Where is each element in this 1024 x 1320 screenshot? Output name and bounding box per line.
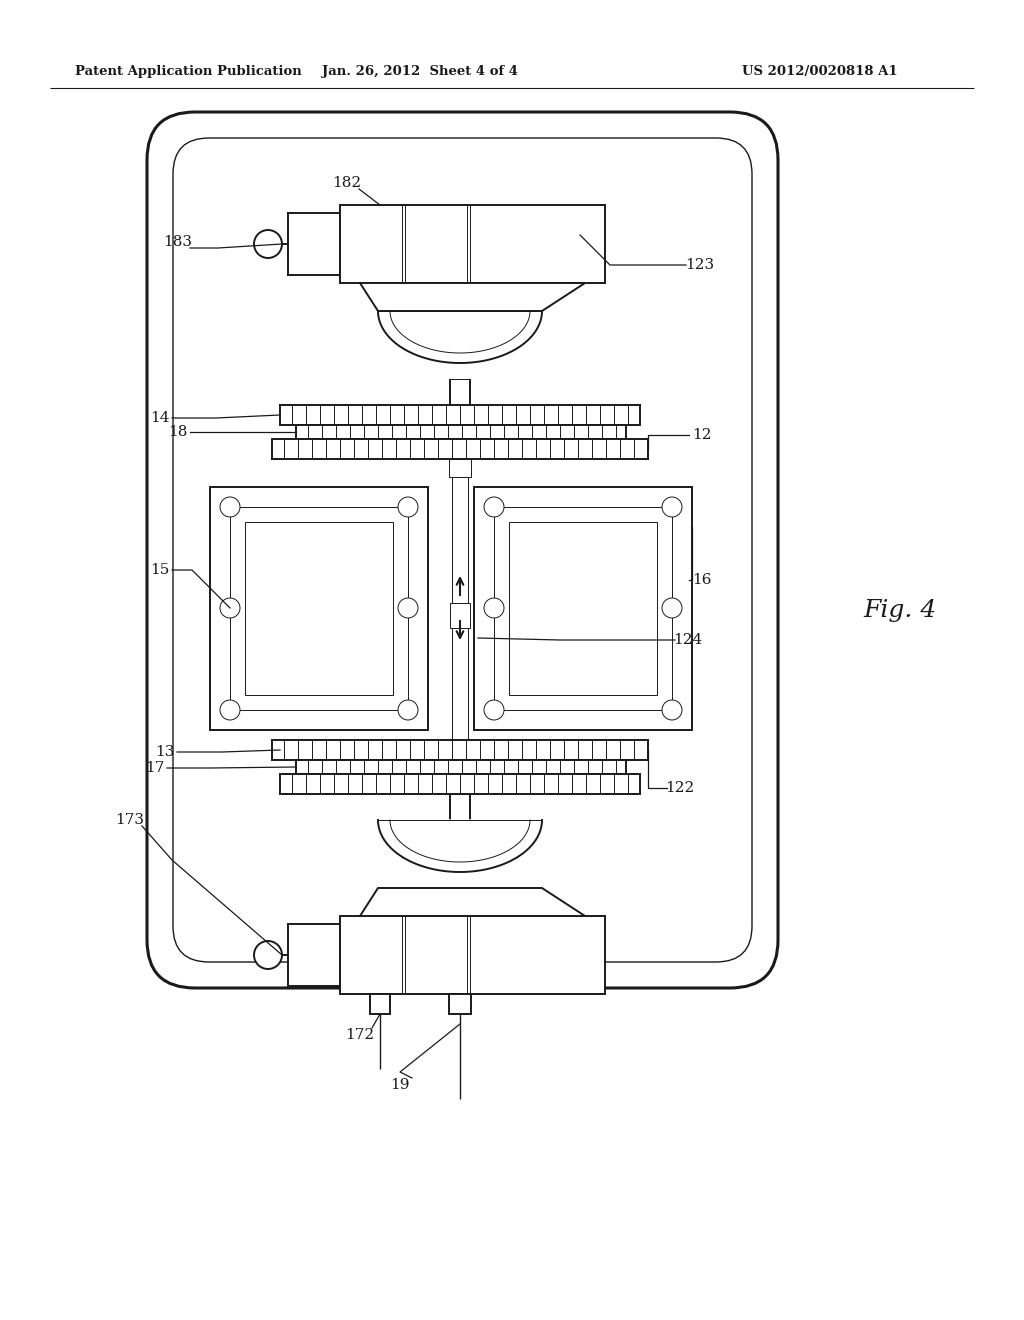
Circle shape — [220, 498, 240, 517]
Bar — [210, 487, 428, 730]
Bar — [450, 603, 470, 628]
Bar — [340, 916, 605, 994]
Polygon shape — [378, 312, 542, 363]
Text: 16: 16 — [692, 573, 712, 587]
Text: US 2012/0020818 A1: US 2012/0020818 A1 — [742, 66, 898, 78]
Circle shape — [484, 498, 504, 517]
Text: 13: 13 — [156, 744, 175, 759]
Text: 182: 182 — [333, 176, 361, 190]
Bar — [449, 994, 471, 1014]
Bar — [474, 487, 692, 730]
Text: Jan. 26, 2012  Sheet 4 of 4: Jan. 26, 2012 Sheet 4 of 4 — [322, 66, 518, 78]
Bar — [449, 459, 471, 477]
Text: 19: 19 — [390, 1078, 410, 1092]
Bar — [296, 425, 626, 440]
Circle shape — [220, 700, 240, 719]
Text: 123: 123 — [685, 257, 715, 272]
Bar — [509, 521, 657, 696]
Text: 124: 124 — [674, 634, 702, 647]
Polygon shape — [360, 888, 585, 916]
Circle shape — [254, 941, 282, 969]
Bar — [288, 213, 340, 275]
Text: Fig. 4: Fig. 4 — [863, 598, 937, 622]
Text: Patent Application Publication: Patent Application Publication — [75, 66, 302, 78]
Circle shape — [662, 498, 682, 517]
Text: 183: 183 — [164, 235, 193, 249]
Text: 15: 15 — [151, 564, 170, 577]
Polygon shape — [360, 282, 585, 312]
Text: 122: 122 — [666, 781, 694, 795]
Bar — [280, 405, 640, 425]
Text: 172: 172 — [345, 1028, 375, 1041]
Circle shape — [254, 230, 282, 257]
Text: 17: 17 — [145, 762, 165, 775]
Bar — [280, 774, 640, 795]
Text: 12: 12 — [692, 428, 712, 442]
Bar — [340, 205, 605, 282]
Bar — [230, 507, 408, 710]
Circle shape — [398, 700, 418, 719]
Circle shape — [398, 498, 418, 517]
Circle shape — [662, 598, 682, 618]
Circle shape — [220, 598, 240, 618]
Polygon shape — [378, 820, 542, 873]
Text: 14: 14 — [151, 411, 170, 425]
Bar — [296, 760, 626, 774]
Text: 18: 18 — [168, 425, 187, 440]
Circle shape — [484, 598, 504, 618]
FancyBboxPatch shape — [147, 112, 778, 987]
Bar — [272, 741, 648, 760]
Bar — [245, 521, 393, 696]
Bar — [272, 440, 648, 459]
Bar — [494, 507, 672, 710]
Bar — [370, 994, 390, 1014]
Circle shape — [662, 700, 682, 719]
Circle shape — [484, 700, 504, 719]
Bar — [288, 924, 340, 986]
Text: 173: 173 — [116, 813, 144, 828]
Circle shape — [398, 598, 418, 618]
